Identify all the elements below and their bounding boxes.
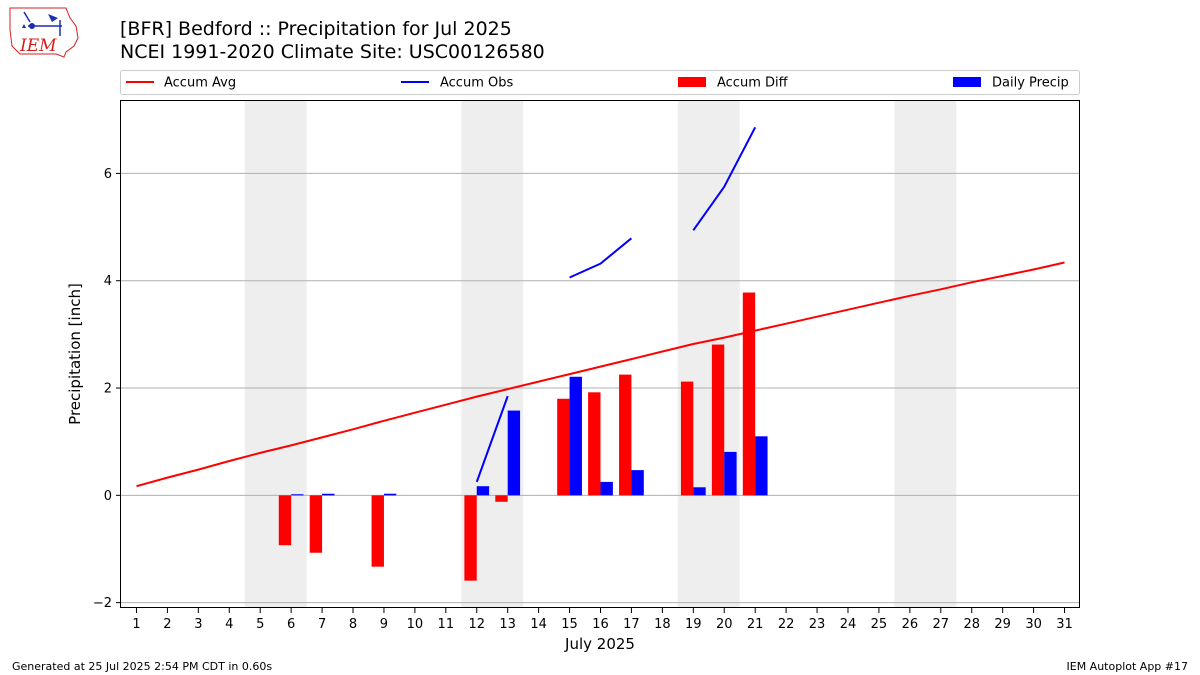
legend-swatch-daily-precip — [953, 77, 981, 87]
plot-frame — [120, 100, 1080, 608]
bar-daily-precip-12 — [476, 486, 490, 496]
weekend-bands — [244, 101, 957, 608]
x-tick-label-1: 1 — [132, 617, 140, 632]
bar-accum-diff-19 — [680, 381, 694, 496]
bar-daily-precip-19 — [693, 487, 706, 496]
x-tick-label-31: 31 — [1056, 617, 1073, 632]
x-axis-ticks: 1 2 3 4 5 6 7 8 9 10 11 12 13 14 15 16 17 18 19 20 21 22 23 24 2… — [132, 608, 1073, 632]
x-tick-label-25: 25 — [871, 617, 888, 632]
chart-title-line2: NCEI 1991-2020 Climate Site: USC00126580 — [120, 41, 545, 63]
x-tick-label-3: 3 — [194, 617, 202, 632]
weekend-band-0 — [244, 101, 307, 608]
y-axis-ticks: −2 0 2 4 6 — [93, 167, 121, 611]
x-tick-label-26: 26 — [902, 617, 919, 632]
x-tick-label-28: 28 — [963, 617, 980, 632]
lines — [136, 126, 1065, 488]
x-tick-label-29: 29 — [994, 617, 1011, 632]
bar-accum-diff-21 — [742, 292, 756, 496]
y-tick-label-4: 6 — [104, 167, 112, 182]
bar-accum-diff-15 — [557, 398, 570, 496]
weekend-band-3 — [894, 101, 957, 608]
bar-daily-precip-21 — [755, 436, 768, 496]
x-tick-label-6: 6 — [287, 617, 295, 632]
bar-daily-precip-20 — [724, 451, 737, 496]
weekend-band-2 — [677, 101, 740, 608]
bar-daily-precip-17 — [631, 470, 644, 496]
footer-generated: Generated at 25 Jul 2025 2:54 PM CDT in … — [12, 660, 272, 673]
footer-app: IEM Autoplot App #17 — [1067, 660, 1189, 673]
logo-text: IEM — [19, 36, 57, 56]
y-tick-label-1: 0 — [104, 489, 112, 504]
line-accum-obs-segment-0 — [475, 395, 509, 483]
x-tick-label-23: 23 — [809, 617, 826, 632]
legend-label-daily-precip: Daily Precip — [992, 76, 1069, 91]
x-tick-label-12: 12 — [468, 617, 485, 632]
line-accum-obs-segment-1 — [569, 237, 633, 279]
iem-logo: IEM — [9, 7, 79, 58]
bar-daily-precip-6 — [291, 494, 304, 496]
bar-accum-diff-17 — [619, 374, 632, 496]
legend: Accum Avg Accum Obs Accum Diff Daily Pre… — [120, 70, 1080, 95]
x-tick-label-5: 5 — [256, 617, 264, 632]
iowa-outline-icon — [9, 7, 79, 58]
bar-daily-precip-13 — [507, 410, 521, 496]
bar-accum-diff-20 — [711, 344, 725, 496]
x-tick-label-27: 27 — [933, 617, 950, 632]
bar-accum-diff-6 — [278, 495, 292, 546]
y-tick-label-3: 4 — [104, 274, 112, 289]
bar-daily-precip-15 — [569, 376, 582, 496]
bar-accum-diff-16 — [588, 392, 601, 496]
x-tick-label-7: 7 — [318, 617, 326, 632]
bar-daily-precip-9 — [383, 493, 397, 496]
x-tick-label-16: 16 — [592, 617, 609, 632]
bar-accum-diff-13 — [495, 495, 508, 502]
bar-daily-precip-16 — [600, 481, 613, 496]
y-tick-label-0: −2 — [93, 596, 112, 611]
x-tick-label-18: 18 — [654, 617, 671, 632]
bar-accum-diff-9 — [371, 495, 384, 567]
x-tick-label-14: 14 — [530, 617, 547, 632]
weather-station-icon — [22, 11, 62, 36]
x-tick-label-21: 21 — [747, 617, 764, 632]
x-tick-label-24: 24 — [840, 617, 857, 632]
legend-label-accum-diff: Accum Diff — [717, 76, 789, 91]
x-tick-label-2: 2 — [163, 617, 171, 632]
bars — [278, 292, 768, 581]
line-accum-obs-segment-2 — [692, 126, 757, 231]
line-accum-avg-segment-0 — [136, 261, 1065, 488]
bar-accum-diff-7 — [309, 495, 323, 553]
bar-daily-precip-7 — [322, 493, 335, 496]
x-tick-label-20: 20 — [716, 617, 733, 632]
y-tick-label-2: 2 — [104, 382, 112, 397]
legend-label-accum-obs: Accum Obs — [440, 76, 513, 91]
x-tick-label-4: 4 — [225, 617, 233, 632]
x-tick-label-17: 17 — [623, 617, 640, 632]
y-axis-label: Precipitation [inch] — [66, 283, 84, 425]
x-tick-label-19: 19 — [685, 617, 702, 632]
chart-title-line1: [BFR] Bedford :: Precipitation for Jul 2… — [120, 18, 512, 40]
legend-swatch-accum-diff — [678, 77, 706, 87]
x-tick-label-15: 15 — [561, 617, 578, 632]
x-tick-label-13: 13 — [499, 617, 516, 632]
x-tick-label-22: 22 — [778, 617, 795, 632]
x-axis-label: July 2025 — [564, 635, 635, 653]
legend-label-accum-avg: Accum Avg — [164, 76, 236, 91]
x-tick-label-11: 11 — [438, 617, 455, 632]
x-tick-label-8: 8 — [349, 617, 357, 632]
x-tick-label-9: 9 — [380, 617, 388, 632]
bar-accum-diff-12 — [464, 495, 477, 581]
x-tick-label-30: 30 — [1025, 617, 1042, 632]
legend-frame — [120, 70, 1080, 95]
x-tick-label-10: 10 — [407, 617, 424, 632]
